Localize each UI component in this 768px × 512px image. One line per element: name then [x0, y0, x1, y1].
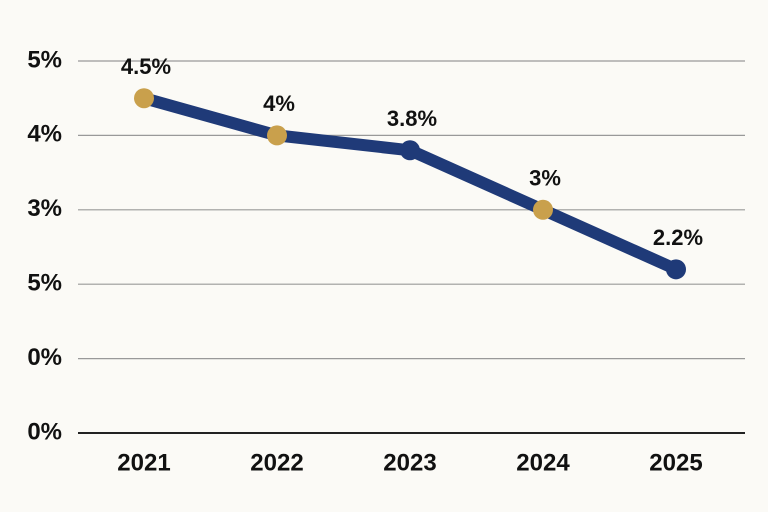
x-tick-label: 2023: [383, 449, 436, 476]
x-tick-label: 2025: [649, 449, 702, 476]
y-tick-label: 4%: [27, 121, 62, 148]
y-tick-label: 5%: [27, 46, 62, 73]
data-point: [134, 88, 154, 109]
value-label: 4%: [263, 91, 295, 116]
y-tick-label: 0%: [27, 418, 62, 445]
y-tick-label: 3%: [27, 195, 62, 222]
x-tick-label: 2021: [117, 449, 170, 476]
value-label: 4.5%: [121, 54, 171, 79]
value-label: 2.2%: [653, 225, 703, 250]
value-label: 3.8%: [387, 106, 437, 131]
x-tick-label: 2022: [250, 449, 303, 476]
data-point: [400, 140, 420, 161]
x-tick-label: 2024: [516, 449, 570, 476]
data-point: [666, 259, 686, 280]
data-point: [267, 125, 287, 146]
y-tick-label: 5%: [27, 270, 62, 297]
y-tick-label: 0%: [27, 344, 62, 371]
value-label: 3%: [529, 166, 561, 191]
data-point: [533, 199, 553, 220]
